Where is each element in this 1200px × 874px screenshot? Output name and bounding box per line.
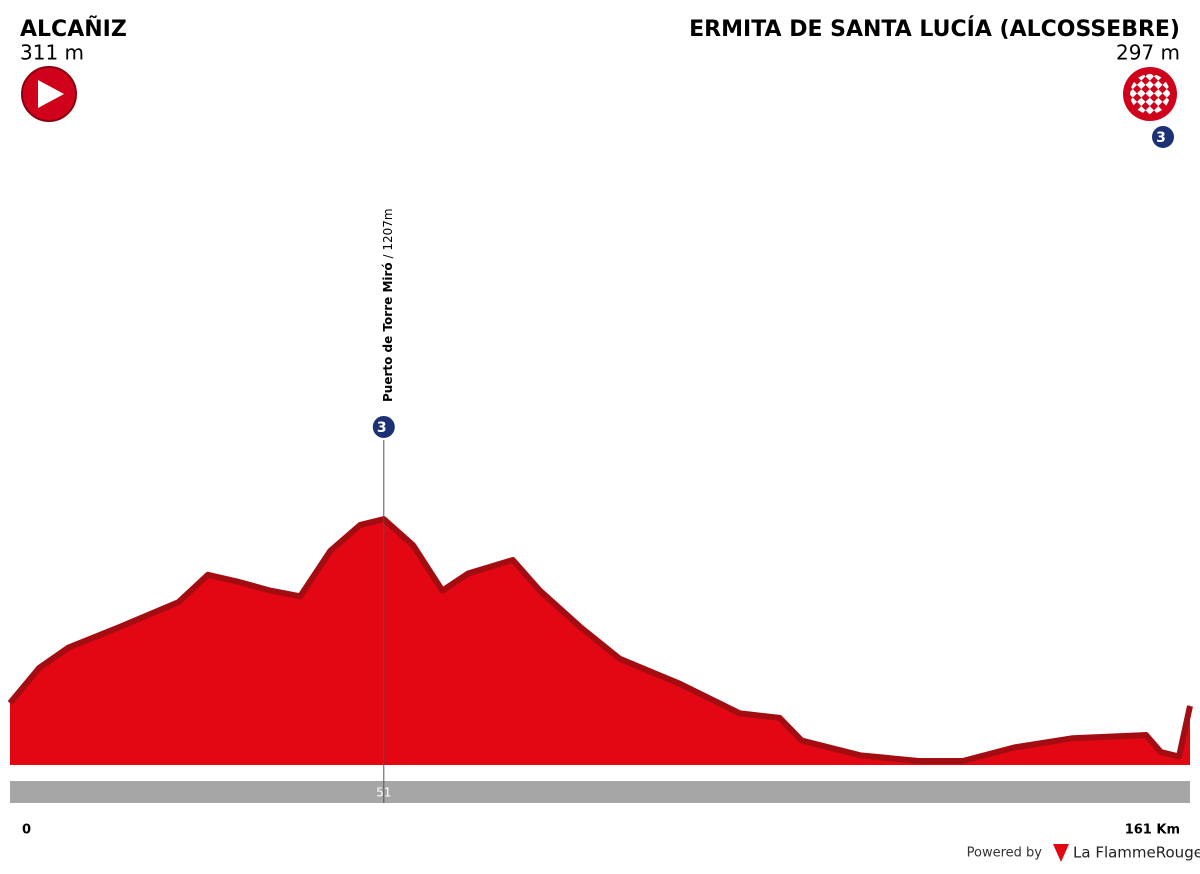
powered-by: Powered by [967,846,1043,861]
x-tick-label: 0 [22,823,31,838]
climb-category: 3 [377,420,387,436]
profile-edge [7,516,1193,764]
climb-label: Puerto de Torre Miró / 1207m [381,208,395,402]
start-icon [21,66,77,122]
distance-bar [10,781,1190,803]
finish-name: ERMITA DE SANTA LUCÍA (ALCOSSEBRE) [689,16,1180,42]
start-name: ALCAÑIZ [20,16,127,42]
plot: 0 51 3 161 Km [7,414,1193,838]
finish-category: 3 [1156,130,1166,146]
finish-category-badge: 3 [1150,124,1176,150]
x-tick-label: 51 [376,786,391,800]
badge-circle [370,414,397,440]
climb-elevation: / 1207m [381,208,395,258]
finish-elevation: 297 m [1116,41,1180,65]
x-tick-label: 161 Km [1125,823,1180,838]
brand-name: La FlammeRouge [1073,844,1200,862]
climb-category-badge: 3 [370,414,397,440]
finish-icon [1123,67,1177,121]
brand-logo: La FlammeRouge [1053,844,1200,862]
climb-text: Puerto de Torre Miró / 1207m [381,208,395,402]
climb-name: Puerto de Torre Miró [381,262,395,402]
start-elevation: 311 m [20,41,84,65]
